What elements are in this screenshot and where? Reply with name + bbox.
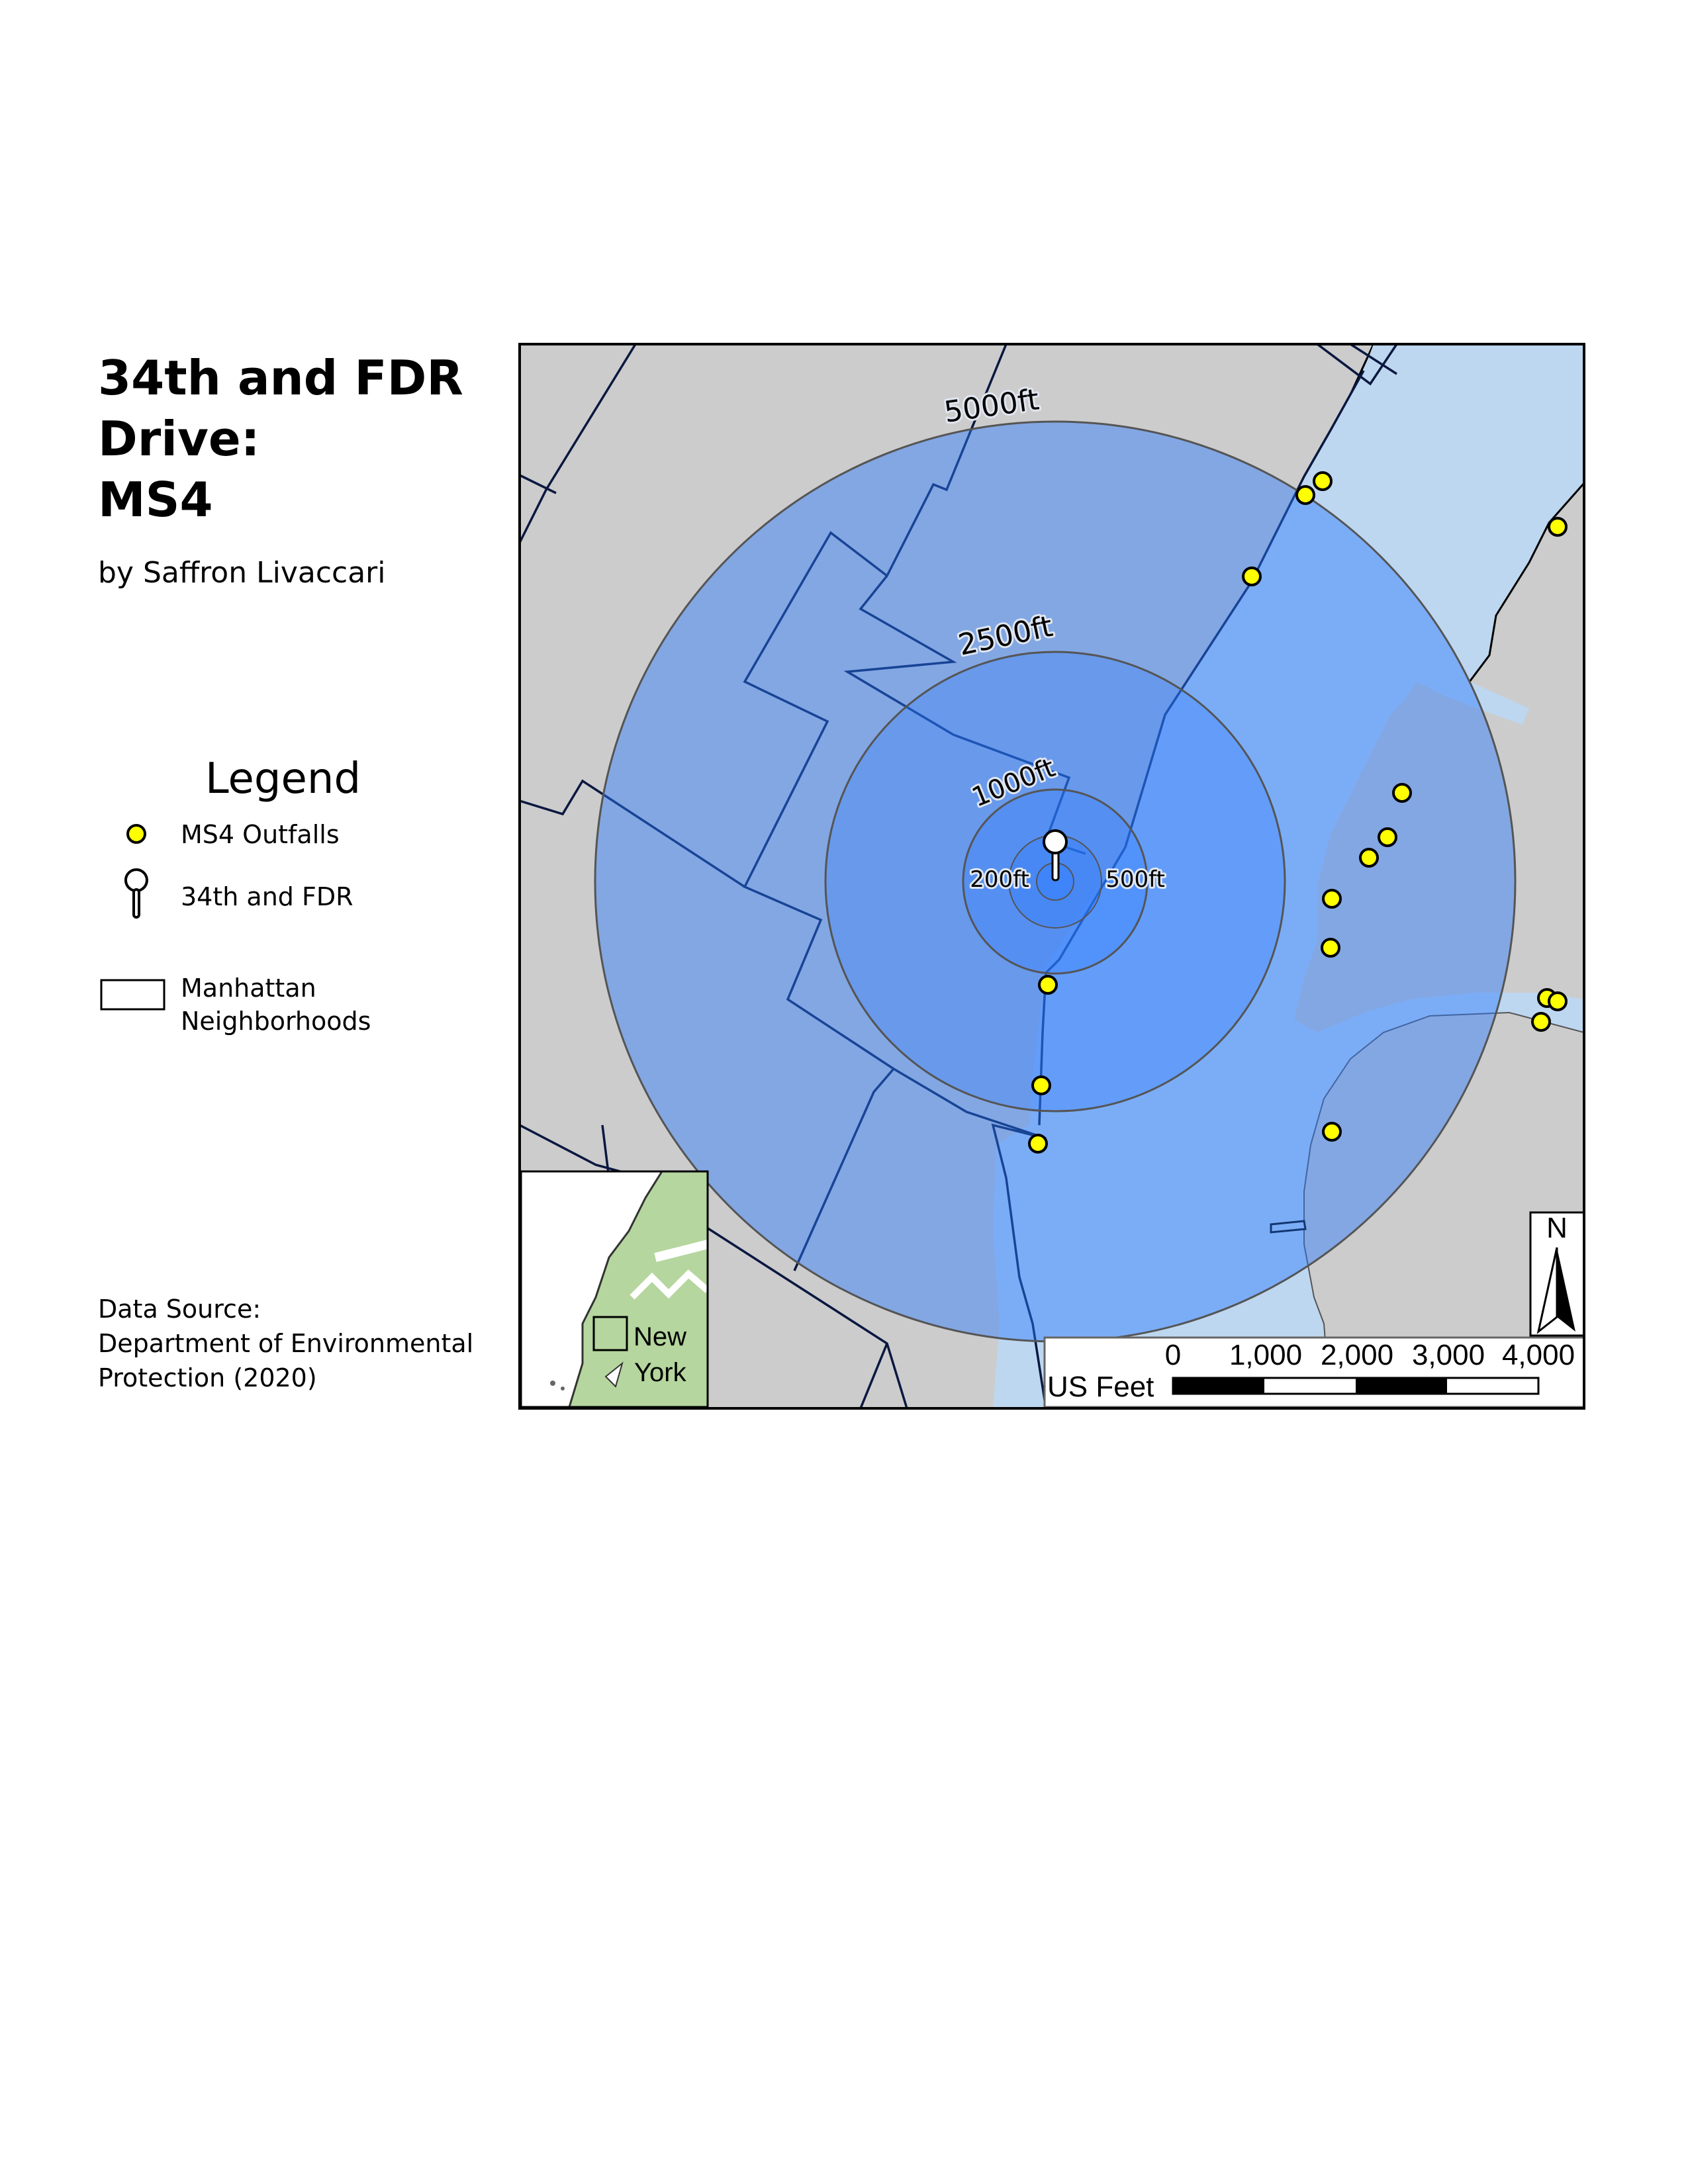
neighborhood-swatch-icon [100, 979, 165, 1011]
east-river [993, 344, 1584, 1408]
outfall-point [1313, 471, 1333, 491]
north-label: N [1546, 1212, 1568, 1244]
source-line: Data Source: [98, 1295, 261, 1324]
scale-unit: US Feet [1047, 1371, 1154, 1403]
outfall-symbol-icon [126, 824, 146, 844]
buffer-1000ft [962, 788, 1149, 975]
inset-dot [550, 1381, 555, 1386]
outfall-point [1378, 827, 1397, 847]
title-line: Drive: [98, 411, 260, 467]
scale-tick-label: 2,000 [1321, 1339, 1393, 1371]
map-frame: 5000ft 2500ft 1000ft 500ft 200ft [520, 344, 1584, 1408]
source-line: Protection (2020) [98, 1363, 317, 1392]
scale-tick-label: 1,000 [1229, 1339, 1302, 1371]
map-title: 34th and FDR Drive: MS4 [98, 347, 495, 530]
north-arrow: N [1529, 1211, 1584, 1337]
author: by Saffron Livaccari [98, 556, 386, 590]
inset-island [604, 1361, 624, 1388]
legend-label-outfalls: MS4 Outfalls [181, 820, 340, 849]
inset-river [654, 1240, 708, 1262]
map-border [518, 343, 1585, 1410]
outfall-point [1359, 848, 1379, 868]
scale-tick-label: 0 [1165, 1339, 1181, 1371]
legend-label-neighborhoods-1: Manhattan [181, 974, 316, 1003]
scale-bar-segment [1173, 1378, 1264, 1394]
outfall-point [1322, 889, 1342, 909]
outfall-point [1548, 517, 1568, 537]
buffer-2500ft [824, 651, 1286, 1113]
outfall-point [1548, 991, 1568, 1011]
pier [1270, 1220, 1307, 1234]
inset-label-line2: York [634, 1358, 687, 1387]
ring-label-200ft: 200ft [970, 866, 1029, 893]
inset-label-line1: New [633, 1322, 686, 1351]
outfall-point [1242, 567, 1262, 586]
outfall-point [1392, 783, 1412, 803]
shoreline-queens [1468, 482, 1584, 682]
outfall-point [1322, 1122, 1342, 1142]
data-source: Data Source: Department of Environmental… [98, 1292, 473, 1395]
scale-bar: 0 1,000 2,000 3,000 4,000 US Feet [1043, 1336, 1584, 1408]
shoreline-brooklyn [1303, 1011, 1584, 1408]
legend-label-neighborhoods-2: Neighborhoods [181, 1007, 371, 1036]
north-arrow-half-icon [1536, 1247, 1558, 1334]
inset-map: New York [520, 1170, 709, 1408]
legend-title: Legend [205, 754, 361, 803]
ring-label-500ft: 500ft [1105, 866, 1165, 893]
buffer-rings [594, 420, 1517, 1343]
north-arrow-icon [1557, 1248, 1575, 1332]
outfall-point [1295, 485, 1315, 505]
ms4-outfalls [1028, 471, 1568, 1154]
scale-tick-label: 4,000 [1502, 1339, 1575, 1371]
inset-dot [561, 1387, 565, 1390]
outfall-point [1531, 1012, 1551, 1032]
legend-label-site: 34th and FDR [181, 882, 353, 911]
outfall-point [1031, 1075, 1051, 1095]
inset-river-2 [630, 1269, 708, 1300]
outfall-point [1321, 938, 1340, 958]
site-pin-icon [1043, 829, 1068, 882]
pin-icon [124, 868, 148, 919]
inset-extent-box [592, 1316, 628, 1351]
source-line: Department of Environmental [98, 1329, 474, 1358]
title-line: MS4 [98, 472, 213, 527]
title-line: 34th and FDR [98, 350, 463, 406]
scale-bar-box [1043, 1336, 1584, 1408]
outfall-point [1028, 1134, 1048, 1154]
scale-tick-label: 3,000 [1412, 1339, 1485, 1371]
outfall-point [1038, 975, 1058, 995]
scale-bar-segment [1356, 1378, 1447, 1394]
